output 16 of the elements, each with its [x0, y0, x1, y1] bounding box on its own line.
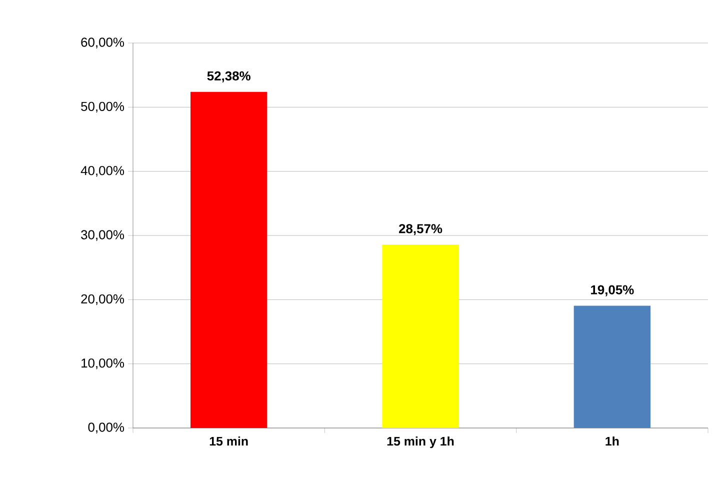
data-label: 19,05%: [591, 285, 634, 296]
data-label: 52,38%: [207, 71, 250, 82]
y-tick-label: 30,00%: [81, 230, 124, 241]
y-tick-label: 10,00%: [82, 358, 124, 370]
x-tick-label: 15 min: [210, 436, 248, 446]
bar: [574, 306, 651, 428]
y-tick-label: 20,00%: [81, 294, 124, 306]
y-tick-label: 60,00%: [81, 38, 124, 48]
y-tick-label: 0,00%: [88, 422, 124, 434]
x-tick-label: 1h: [606, 436, 619, 446]
y-tick-label: 50,00%: [81, 102, 124, 113]
data-label: 28,57%: [398, 224, 442, 236]
y-tick-label: 40,00%: [80, 166, 124, 177]
x-tick-label: 15 min y 1h: [387, 436, 454, 448]
bar: [382, 244, 459, 428]
bar: [190, 92, 268, 428]
